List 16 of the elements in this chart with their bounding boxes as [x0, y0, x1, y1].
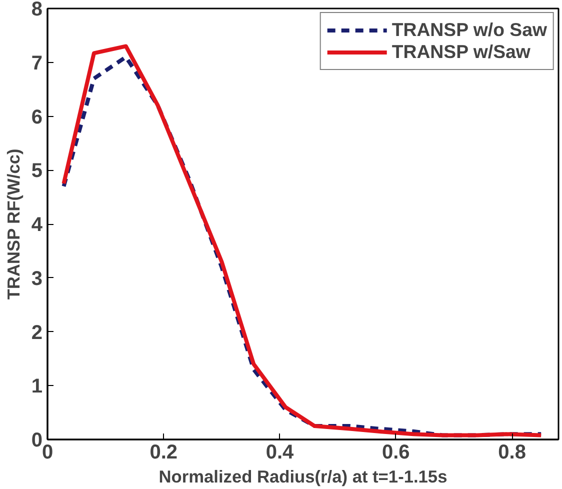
x-tick-label: 0.4 — [266, 442, 295, 464]
y-tick-label: 7 — [31, 52, 42, 74]
y-tick-label: 1 — [31, 376, 42, 398]
x-axis-title: Normalized Radius(r/a) at t=1-1.15s — [158, 466, 448, 486]
legend-label: TRANSP w/o Saw — [392, 19, 547, 41]
y-axis-title: TRANSP RF(W/cc) — [3, 148, 24, 300]
y-tick-label: 3 — [31, 268, 42, 290]
x-tick-label: 0.2 — [150, 442, 178, 464]
legend-label: TRANSP w/Saw — [392, 41, 530, 63]
x-tick-label: 0.6 — [382, 442, 410, 464]
y-tick-label: 8 — [31, 0, 42, 20]
y-tick-label: 6 — [31, 106, 42, 128]
y-tick-label: 5 — [31, 160, 42, 182]
y-tick-label: 4 — [31, 214, 44, 236]
x-tick-label: 0.8 — [498, 442, 526, 464]
y-tick-label: 2 — [31, 322, 42, 344]
